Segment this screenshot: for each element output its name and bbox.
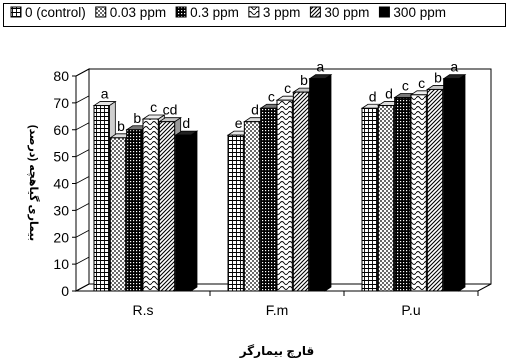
x-tick-label: R.s <box>133 302 154 318</box>
bar <box>142 118 159 292</box>
bar-label: d <box>182 115 190 131</box>
bar <box>276 99 293 292</box>
bar <box>260 107 277 292</box>
bar-label: e <box>235 115 243 131</box>
x-axis-title: قارچ بیمارگر <box>239 344 315 358</box>
y-depth-50 <box>75 149 90 157</box>
bar-label: d <box>385 86 393 102</box>
legend-swatch <box>378 6 390 18</box>
legend-label: 300 ppm <box>393 5 446 20</box>
bar <box>309 78 326 292</box>
bar-label: b <box>133 110 141 126</box>
y-tick-label: 0 <box>61 283 69 299</box>
y-tick-label: 60 <box>53 122 69 138</box>
bar <box>426 88 444 292</box>
y-depth-30 <box>75 203 90 211</box>
bar <box>109 137 127 292</box>
bar-label: b <box>434 69 442 85</box>
bar <box>243 121 261 292</box>
bar <box>93 105 110 292</box>
legend-swatch <box>10 6 22 18</box>
bar-label: b <box>300 72 308 88</box>
y-tick-label: 80 <box>53 68 69 84</box>
y-depth-80 <box>75 68 90 77</box>
bar <box>394 97 411 292</box>
legend-swatch <box>95 6 107 18</box>
y-depth-70 <box>75 95 90 104</box>
x-tick-label: P.u <box>401 302 420 318</box>
bar <box>126 129 143 292</box>
bar-label: d <box>369 88 377 104</box>
legend-swatch <box>248 6 260 18</box>
y-tick-label: 40 <box>53 176 69 192</box>
y-tick-label: 10 <box>53 256 69 272</box>
legend-label: 0.03 ppm <box>110 5 166 20</box>
bar-label: a <box>101 86 109 102</box>
y-tick-label: 50 <box>53 149 69 165</box>
y-depth-60 <box>75 122 90 131</box>
bar-label: a <box>450 59 458 75</box>
y-depth-0 <box>75 283 90 292</box>
y-depth-40 <box>75 176 90 184</box>
bar <box>292 91 310 292</box>
bar <box>443 78 460 292</box>
bar <box>227 134 244 292</box>
bar-side <box>324 73 332 292</box>
bar-label: c <box>418 75 425 91</box>
legend-swatch <box>309 6 321 18</box>
bar-label: cd <box>163 102 178 118</box>
bar <box>410 94 427 292</box>
bar-side <box>458 73 466 292</box>
bar-label: c <box>284 80 291 96</box>
x-tick-label: F.m <box>266 302 289 318</box>
y-depth-20 <box>75 229 90 238</box>
legend-label: 0.3 ppm <box>190 5 239 20</box>
bar-label: c <box>268 88 275 104</box>
y-tick-label: 70 <box>53 95 69 111</box>
bar <box>377 105 395 292</box>
legend-label: 0 (control) <box>25 5 86 20</box>
legend-swatch <box>175 6 187 18</box>
bar-label: a <box>316 59 324 75</box>
legend-label: 3 ppm <box>263 5 301 20</box>
bar-side <box>190 130 198 292</box>
y-tick-label: 30 <box>53 202 69 218</box>
y-depth-10 <box>75 256 90 265</box>
bar <box>175 134 192 292</box>
bar-label: b <box>117 118 125 134</box>
bar-label: c <box>150 99 157 115</box>
bar <box>361 107 378 292</box>
legend-label: 30 ppm <box>324 5 369 20</box>
y-tick-label: 20 <box>53 229 69 245</box>
bar <box>158 121 176 292</box>
bar-label: c <box>402 78 409 94</box>
y-axis-title: بیماری گیاهچه (درصد) <box>27 125 40 241</box>
bar-label: d <box>251 102 259 118</box>
